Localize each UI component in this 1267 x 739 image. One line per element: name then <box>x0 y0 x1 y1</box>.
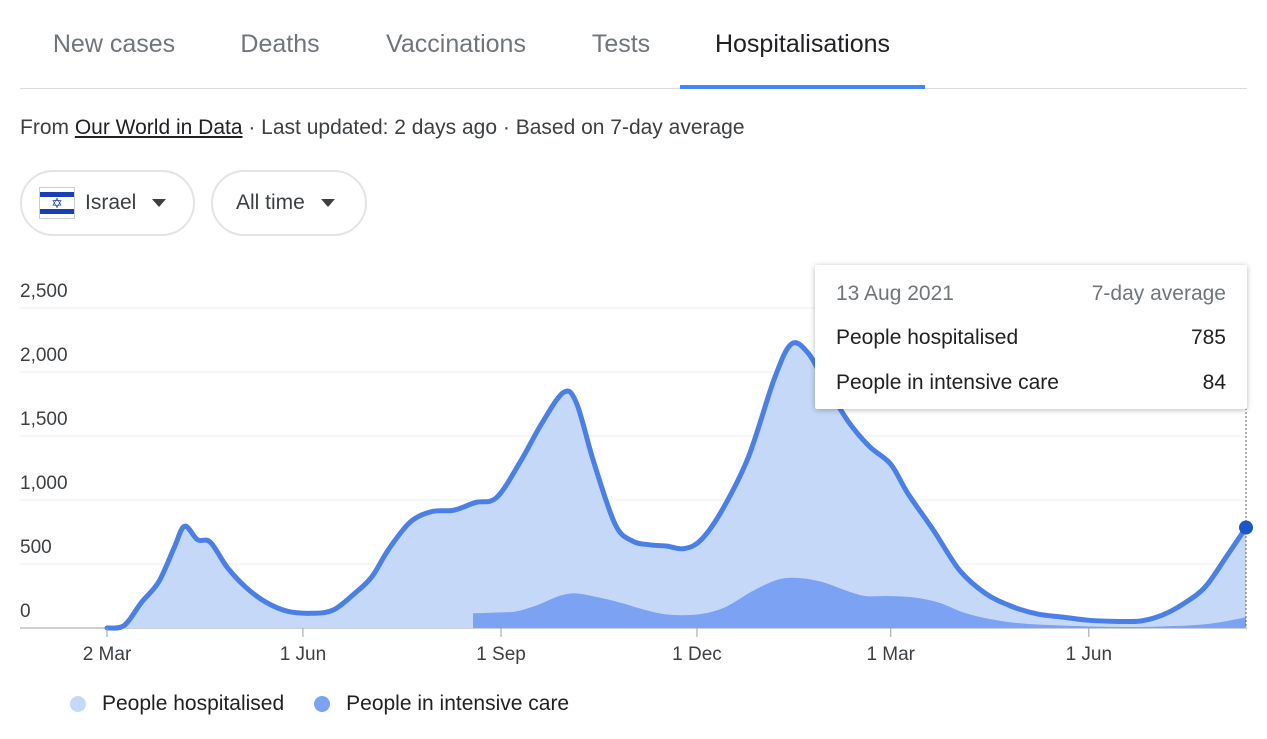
y-tick-label: 2,000 <box>20 345 68 366</box>
tooltip-icu-label: People in intensive care <box>836 371 1059 394</box>
tooltip-mode: 7-day average <box>1091 282 1226 305</box>
x-tick-label: 1 Jun <box>1066 644 1112 665</box>
country-selector[interactable]: ✡ Israel <box>20 170 195 236</box>
x-tick-label: 2 Mar <box>83 644 132 665</box>
source-link[interactable]: Our World in Data <box>74 116 243 139</box>
chart-legend: People hospitalised People in intensive … <box>70 692 599 716</box>
legend-item-icu[interactable]: People in intensive care <box>314 692 569 716</box>
y-tick-label: 2,500 <box>20 281 68 302</box>
source-prefix: From <box>20 116 69 139</box>
chevron-down-icon <box>320 199 335 207</box>
x-tick-label: 1 Sep <box>476 644 526 665</box>
legend-label-icu: People in intensive care <box>346 692 570 715</box>
legend-item-hospitalised[interactable]: People hospitalised <box>70 692 284 716</box>
series-area-hospitalised <box>107 342 1246 629</box>
chart-areas <box>104 340 1249 631</box>
legend-swatch-icu <box>314 696 331 712</box>
y-tick-label: 1,500 <box>20 409 68 430</box>
tab-new-cases[interactable]: New cases <box>52 30 176 58</box>
y-tick-label: 1,000 <box>20 473 68 494</box>
tooltip-icu-value: 84 <box>1202 371 1226 394</box>
tab-deaths[interactable]: Deaths <box>240 30 320 58</box>
y-tick-label: 0 <box>20 601 31 622</box>
x-axis: 2 Mar 1 Jun 1 Sep 1 Dec 1 Mar 1 Jun <box>83 628 1112 665</box>
hospitalisations-chart[interactable]: 0 500 1,000 1,500 2,000 2,500 2 Mar 1 Jun 1 Sep… <box>0 260 1267 680</box>
x-tick-label: 1 Jun <box>280 644 326 665</box>
tooltip-hospitalised-value: 785 <box>1190 326 1226 349</box>
tab-bar: New cases Deaths Vaccinations Tests Hosp… <box>20 0 1247 89</box>
tab-vaccinations[interactable]: Vaccinations <box>386 30 526 58</box>
time-range-label: All time <box>236 191 305 214</box>
tab-hospitalisations[interactable]: Hospitalisations <box>714 30 891 58</box>
y-tick-label: 500 <box>20 537 52 558</box>
x-tick-label: 1 Mar <box>866 644 915 665</box>
x-tick-label: 1 Dec <box>672 644 722 665</box>
active-tab-indicator <box>680 85 925 89</box>
source-suffix: · Last updated: 2 days ago · Based on 7-… <box>248 116 745 139</box>
hover-point-marker <box>1239 520 1253 535</box>
legend-swatch-hospitalised <box>70 696 86 712</box>
tooltip-date: 13 Aug 2021 <box>836 282 954 305</box>
tab-tests[interactable]: Tests <box>591 30 651 58</box>
country-label: Israel <box>85 191 137 214</box>
legend-label-hospitalised: People hospitalised <box>102 692 285 715</box>
source-attribution: From Our World in Data · Last updated: 2… <box>20 116 745 140</box>
series-line-hospitalised <box>104 340 1249 631</box>
chart-tooltip: 13 Aug 2021 7-day average People hospita… <box>815 265 1247 409</box>
time-range-selector[interactable]: All time <box>211 170 367 236</box>
y-axis: 0 500 1,000 1,500 2,000 2,500 <box>20 281 68 622</box>
israel-flag-icon: ✡ <box>39 187 75 219</box>
chevron-down-icon <box>152 199 167 207</box>
tooltip-hospitalised-label: People hospitalised <box>836 326 1019 349</box>
series-area-icu <box>473 577 1246 628</box>
